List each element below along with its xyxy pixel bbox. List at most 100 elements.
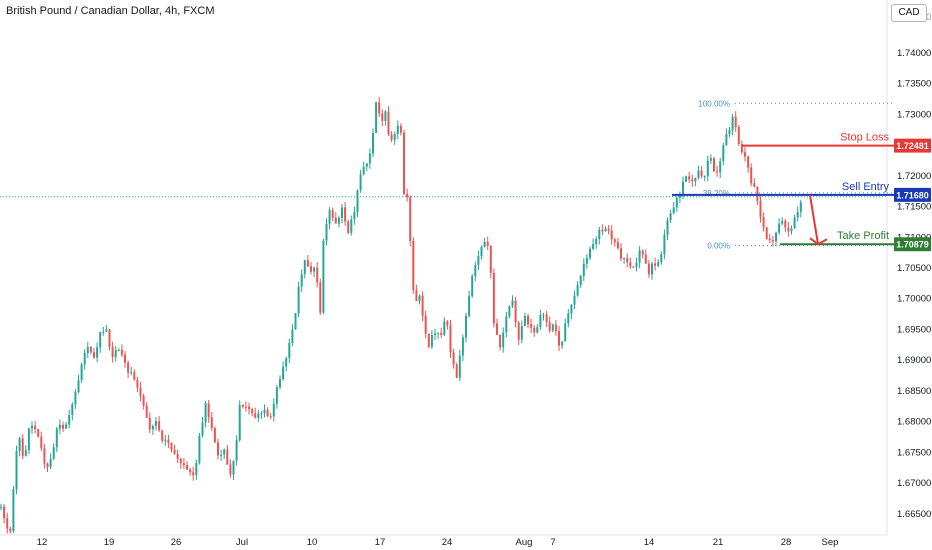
x-tick-label: 26 bbox=[171, 537, 182, 548]
y-tick-label: 1.73500 bbox=[897, 79, 931, 90]
candle-up bbox=[272, 403, 275, 417]
chart-title: British Pound / Canadian Dollar, 4h, FXC… bbox=[6, 5, 215, 17]
candle-up bbox=[573, 295, 576, 305]
sell-entry-label: Sell Entry bbox=[842, 181, 890, 193]
candle-up bbox=[0, 506, 2, 508]
candle-up bbox=[337, 217, 340, 224]
candle-down bbox=[452, 352, 455, 365]
candle-down bbox=[489, 245, 492, 273]
candle-down bbox=[37, 429, 40, 437]
candle-down bbox=[626, 258, 629, 263]
candle-up bbox=[595, 239, 598, 245]
candle-up bbox=[589, 248, 591, 258]
candle-up bbox=[523, 315, 526, 326]
candle-up bbox=[260, 413, 263, 415]
candle-down bbox=[316, 267, 319, 283]
candle-up bbox=[232, 460, 235, 475]
candle-up bbox=[365, 163, 368, 167]
candle-up bbox=[359, 174, 362, 191]
candle-down bbox=[496, 323, 498, 335]
candle-down bbox=[641, 250, 644, 255]
y-tick-label: 1.67000 bbox=[897, 478, 931, 489]
candle-down bbox=[499, 334, 502, 348]
candle-up bbox=[666, 220, 669, 235]
candle-down bbox=[226, 449, 229, 465]
candle-down bbox=[455, 364, 458, 378]
y-tick-label: 1.71500 bbox=[897, 202, 931, 213]
y-tick-label: 1.68500 bbox=[897, 386, 931, 397]
candle-up bbox=[434, 333, 436, 335]
y-tick-label: 1.70000 bbox=[897, 294, 931, 305]
sell-entry-price-text: 1.71680 bbox=[896, 190, 929, 200]
candle-up bbox=[672, 207, 675, 214]
y-tick-label: 1.67500 bbox=[897, 447, 931, 458]
candle-down bbox=[446, 321, 449, 326]
x-tick-label: Jul bbox=[236, 537, 248, 548]
candle-up bbox=[461, 337, 464, 356]
candle-up bbox=[325, 223, 328, 241]
candle-up bbox=[443, 321, 446, 336]
candle-up bbox=[362, 166, 365, 175]
y-tick-label: 1.73000 bbox=[897, 109, 931, 120]
candle-down bbox=[390, 134, 393, 140]
candle-down bbox=[530, 324, 533, 328]
candle-up bbox=[508, 306, 511, 317]
candle-down bbox=[43, 448, 46, 464]
candle-up bbox=[24, 450, 27, 457]
candle-down bbox=[545, 314, 548, 322]
candle-down bbox=[347, 221, 350, 233]
candle-up bbox=[164, 439, 167, 441]
candle-down bbox=[762, 217, 765, 228]
candle-up bbox=[86, 347, 89, 353]
candle-up bbox=[731, 116, 734, 130]
candle-up bbox=[706, 160, 709, 177]
candle-up bbox=[685, 176, 688, 182]
candle-down bbox=[93, 352, 95, 358]
candle-up bbox=[303, 260, 306, 275]
candle-down bbox=[387, 111, 390, 135]
candle-down bbox=[548, 321, 551, 331]
candle-down bbox=[207, 403, 210, 418]
candle-down bbox=[108, 329, 111, 347]
candle-up bbox=[682, 181, 684, 196]
currency-badge[interactable]: CAD bbox=[891, 4, 927, 22]
candle-up bbox=[663, 234, 666, 255]
candle-up bbox=[49, 458, 52, 467]
candle-up bbox=[502, 332, 505, 348]
candle-up bbox=[68, 415, 71, 425]
candle-up bbox=[77, 380, 80, 393]
candle-down bbox=[607, 228, 610, 231]
candle-down bbox=[331, 210, 334, 218]
candle-down bbox=[716, 171, 719, 173]
candle-down bbox=[399, 125, 402, 133]
candle-up bbox=[235, 440, 238, 461]
candle-down bbox=[747, 156, 750, 168]
candle-up bbox=[195, 462, 198, 476]
candle-down bbox=[139, 387, 142, 396]
candle-up bbox=[430, 334, 433, 347]
candle-down bbox=[409, 197, 412, 241]
y-tick-label: 1.74000 bbox=[897, 48, 931, 59]
candle-down bbox=[533, 327, 536, 333]
candle-up bbox=[703, 176, 706, 178]
candle-down bbox=[527, 315, 529, 325]
candle-up bbox=[604, 228, 607, 232]
candle-up bbox=[130, 372, 133, 374]
candle-up bbox=[623, 258, 626, 260]
candle-down bbox=[492, 272, 495, 324]
candle-down bbox=[610, 230, 613, 240]
candle-down bbox=[514, 300, 517, 323]
candle-down bbox=[486, 241, 489, 246]
candle-up bbox=[660, 254, 663, 263]
candle-up bbox=[294, 313, 297, 330]
candle-down bbox=[266, 409, 269, 417]
candle-down bbox=[737, 126, 740, 144]
candle-down bbox=[145, 405, 148, 418]
candle-up bbox=[505, 316, 508, 333]
candle-up bbox=[458, 355, 461, 378]
candle-down bbox=[251, 409, 254, 414]
candle-down bbox=[784, 220, 787, 228]
candle-up bbox=[322, 240, 325, 313]
candle-down bbox=[765, 227, 768, 239]
